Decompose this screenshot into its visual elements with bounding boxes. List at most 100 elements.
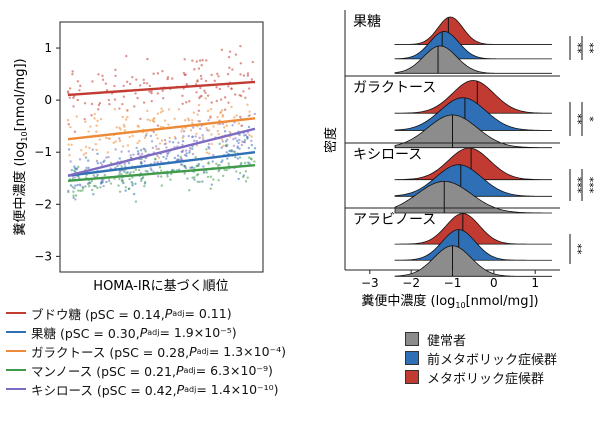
significance-label: ** [583,43,596,55]
scatter-point [139,161,143,164]
scatter-point [169,178,172,181]
scatter-point [113,84,116,88]
scatter-point [113,108,117,111]
scatter-point [152,130,156,134]
scatter-point [128,135,131,139]
scatter-point [210,133,213,136]
scatter-y-axis-label-sub: 10 [20,131,29,141]
scatter-point [157,147,160,151]
scatter-point [126,109,129,112]
scatter-point [136,96,139,100]
scatter-point [204,97,207,100]
scatter-point [155,133,158,137]
scatter-point [227,101,230,104]
scatter-point [134,168,137,171]
scatter-point [186,117,190,120]
scatter-point [230,105,233,109]
scatter-point [160,107,163,110]
scatter-point [74,184,77,187]
scatter-point [73,186,76,190]
scatter-point [72,196,75,199]
scatter-point [96,152,99,156]
scatter-point [246,176,249,179]
scatter-point [134,92,137,95]
legend-line-icon [6,369,26,371]
scatter-point [107,137,110,140]
ridge-legend-label: 健常者 [427,333,467,349]
scatter-point [72,194,75,197]
scatter-point [247,87,251,90]
scatter-point [156,92,160,95]
scatter-point [195,144,199,147]
significance-label: *** [583,177,596,194]
scatter-point [88,185,91,188]
scatter-point [151,146,155,150]
scatter-point [192,166,196,170]
legend-line-icon [6,331,26,333]
scatter-point [226,157,229,160]
scatter-point [250,135,253,138]
ridge-x-axis-label-main: 糞便中濃度 (log [361,293,455,309]
scatter-point [137,125,140,128]
ridge-group-label: アラビノース [353,212,436,228]
scatter-point [150,89,153,93]
legend-p-value: = 0.11) [184,305,232,321]
scatter-point [253,147,257,150]
scatter-point [210,183,214,186]
scatter-point [207,162,210,165]
ridge-x-tick-label: 1 [531,276,539,290]
significance-label: ** [571,114,584,126]
scatter-point [125,80,129,84]
scatter-point [227,55,231,59]
legend-p-sub: adj [196,346,209,356]
scatter-x-axis-label: HOMA-IRに基づく順位 [93,279,228,294]
scatter-point [162,155,165,159]
scatter-point [180,130,183,133]
scatter-point [156,137,159,140]
scatter-point [69,125,72,129]
scatter-point [118,172,121,176]
ridge-x-ticks: −3 −2 −1 0 1 [361,270,539,290]
scatter-point [71,185,74,189]
ridge-x-axis-label: 糞便中濃度 (log10[nmol/mg]) [361,293,538,310]
scatter-point [182,71,186,75]
scatter-point [193,178,196,181]
scatter-point [121,115,124,119]
scatter-point [105,88,109,92]
scatter-point [95,159,99,163]
scatter-point [189,166,192,169]
scatter-point [187,119,191,122]
ridge-density [394,80,553,114]
significance-label: *** [571,177,584,194]
scatter-point [230,87,233,90]
scatter-point [152,72,155,75]
scatter-point [225,151,228,154]
ridge-density [394,147,553,181]
scatter-point [166,152,169,155]
scatter-point [132,170,135,174]
scatter-y-axis-label-main: 糞便中濃度 (log [12,142,28,236]
scatter-point [120,173,123,176]
scatter-point [201,136,205,139]
scatter-point [183,172,186,175]
scatter-point [140,179,143,183]
scatter-point [196,80,199,83]
scatter-point [84,156,88,159]
scatter-point [210,101,213,104]
ridge-legend-item-premetabolic: 前メタボリック症候群 [405,349,557,368]
scatter-point [114,148,117,151]
ridge-group-label: キシロース [353,147,422,163]
scatter-point [105,180,108,184]
scatter-point [75,115,78,118]
scatter-point [183,153,187,157]
scatter-point [124,189,127,192]
scatter-point [204,79,208,83]
scatter-point [103,159,106,162]
scatter-point [92,174,95,177]
scatter-point [243,161,247,165]
scatter-point [166,77,169,81]
ridge-density [394,229,552,261]
scatter-point [109,182,113,185]
